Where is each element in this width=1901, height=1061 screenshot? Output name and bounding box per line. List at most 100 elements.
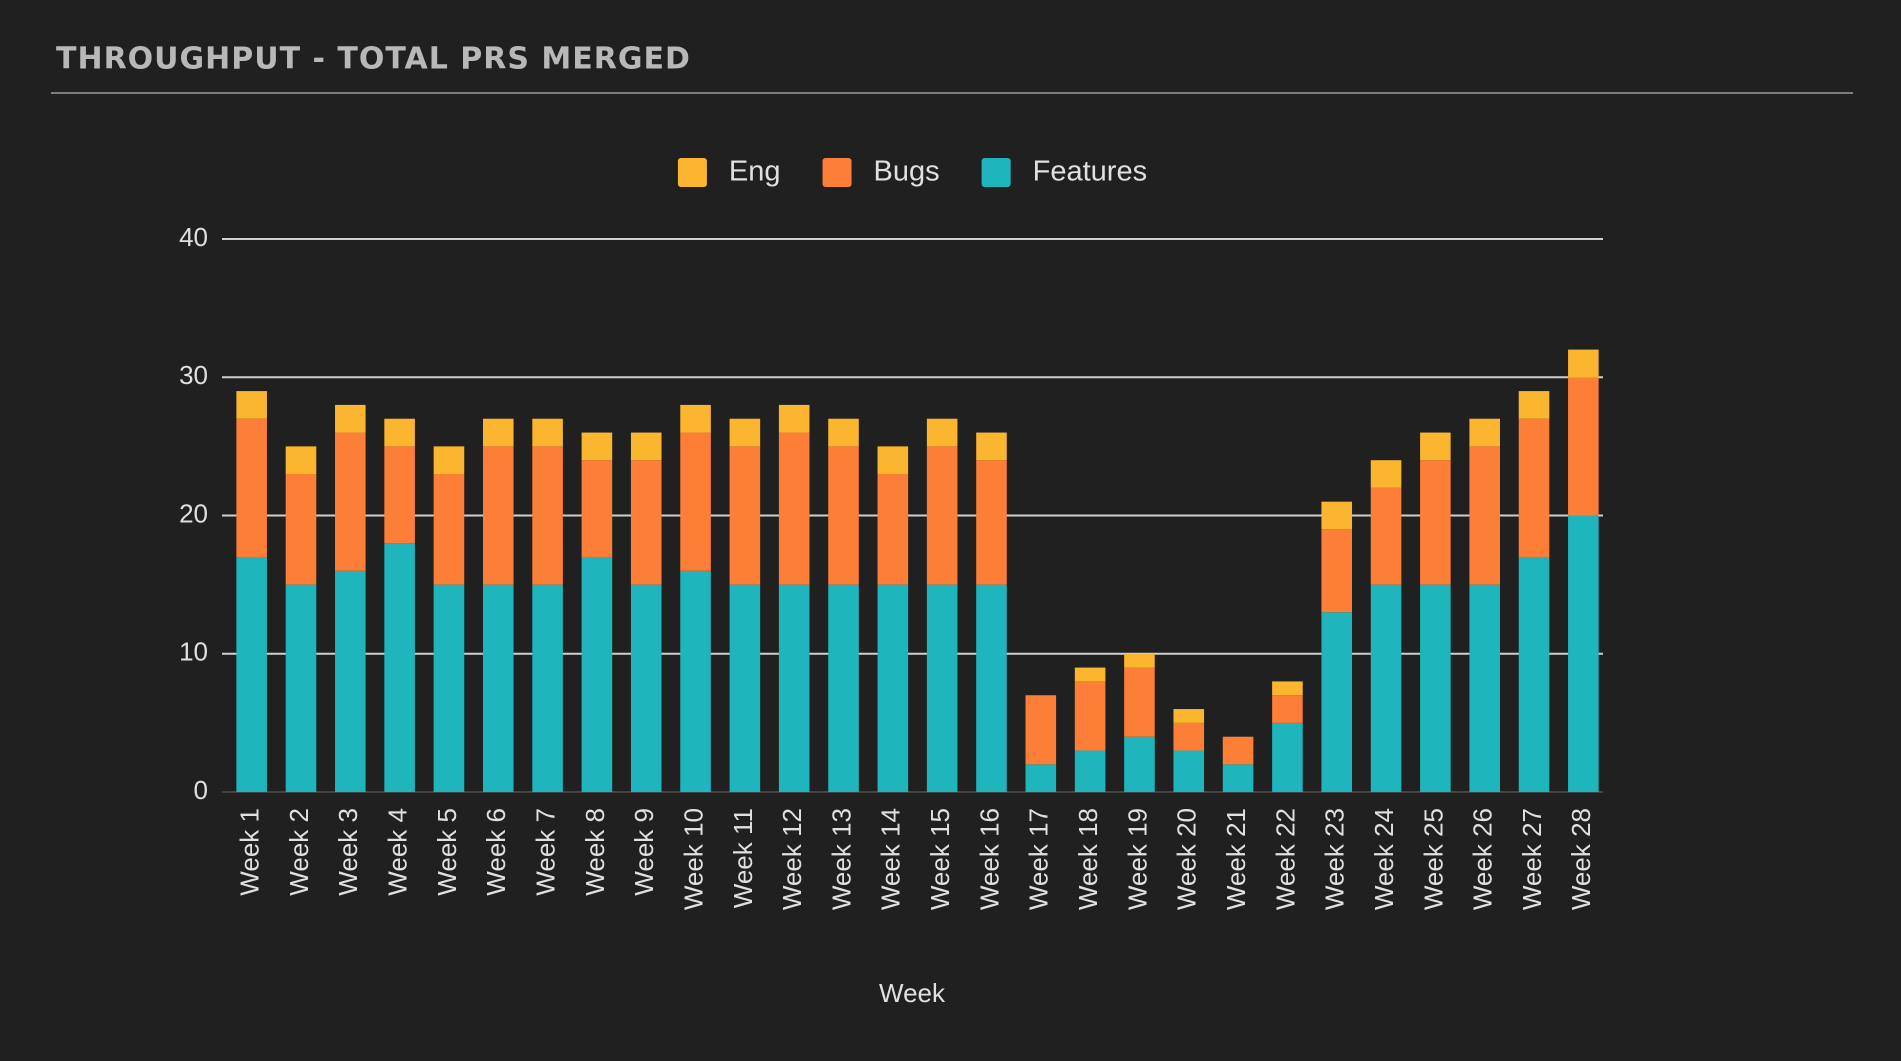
bar-segment: [877, 584, 909, 792]
x-tick-label: Week 5: [432, 808, 462, 896]
bar-segment: [1272, 695, 1303, 723]
x-tick-label: Week 22: [1270, 808, 1300, 910]
legend-swatch: [981, 158, 1011, 187]
bar-segment: [335, 432, 366, 571]
bar-segment: [236, 391, 267, 419]
bar-segment: [482, 446, 514, 585]
bar-segment: [926, 584, 958, 792]
bar-segment: [482, 418, 514, 447]
bar-segment: [1124, 736, 1155, 792]
bar-segment: [433, 584, 465, 792]
bar-segment: [236, 556, 267, 792]
bar-segment: [1321, 529, 1353, 613]
bar-segment: [976, 432, 1007, 461]
bar-segment: [1469, 584, 1500, 792]
bar-segment: [729, 584, 761, 792]
bar-segment: [926, 446, 958, 585]
legend-label: Bugs: [874, 156, 940, 188]
x-tick-label: Week 8: [580, 808, 610, 896]
bar-segment: [236, 418, 267, 557]
bar-segment: [532, 446, 563, 585]
x-tick-label: Week 18: [1073, 808, 1103, 910]
bar-segment: [1173, 709, 1205, 723]
bar-segment: [1074, 750, 1106, 792]
x-tick-label: Week 4: [383, 808, 413, 896]
bar-segment: [828, 446, 859, 585]
x-tick-label: Week 21: [1221, 808, 1251, 910]
y-tick-label: 30: [179, 360, 208, 390]
bar-segment: [1420, 584, 1451, 792]
bar-segment: [1420, 460, 1451, 585]
bar-segment: [581, 460, 613, 557]
bar-segment: [680, 432, 711, 571]
x-tick-label: Week 13: [826, 808, 856, 910]
bar-segment: [1173, 750, 1205, 792]
bar-segment: [1518, 418, 1550, 557]
bar-segment: [433, 446, 465, 475]
bar-segment: [335, 570, 366, 792]
bar-segment: [532, 584, 563, 792]
bar-segment: [877, 474, 909, 585]
bar-segment: [1568, 349, 1599, 378]
bar-segment: [335, 404, 366, 433]
bar-segment: [532, 418, 563, 447]
bar-segment: [482, 584, 514, 792]
bar-segment: [581, 556, 613, 792]
bar-segment: [926, 418, 958, 447]
bar-segment: [1321, 612, 1353, 792]
bar-segment: [384, 446, 415, 544]
bar-segment: [1518, 556, 1550, 792]
legend-label: Eng: [729, 156, 781, 188]
bar-segment: [1025, 764, 1057, 792]
y-tick-label: 0: [194, 775, 208, 805]
bar-segment: [384, 418, 415, 447]
x-tick-label: Week 23: [1320, 808, 1350, 910]
bar-segment: [384, 543, 415, 792]
bar-segment: [1173, 722, 1205, 751]
legend-label: Features: [1033, 156, 1147, 188]
bar-segment: [630, 432, 662, 461]
bar-segment: [1222, 736, 1254, 765]
x-axis-label: Week: [879, 978, 946, 1008]
legend-swatch: [677, 158, 707, 187]
bar-segment: [1469, 418, 1500, 447]
x-tick-label: Week 10: [678, 808, 708, 910]
bar-segment: [1469, 446, 1500, 585]
bar-segment: [285, 446, 317, 475]
bar-segment: [1370, 460, 1402, 488]
bar-segment: [877, 446, 909, 475]
bar-segment: [778, 432, 810, 585]
x-tick-label: Week 11: [728, 808, 758, 908]
bar-segment: [680, 404, 711, 433]
bar-segment: [1124, 653, 1155, 668]
bar-segment: [1370, 584, 1402, 792]
x-tick-label: Week 19: [1122, 808, 1152, 910]
bar-segment: [1568, 377, 1599, 516]
bar-segment: [1420, 432, 1451, 461]
x-tick-label: Week 6: [481, 808, 511, 896]
x-tick-label: Week 16: [974, 808, 1004, 910]
bar-segment: [433, 474, 465, 585]
x-tick-label: Week 17: [1024, 808, 1054, 910]
bar-segment: [285, 584, 317, 792]
bar-segment: [285, 474, 317, 585]
x-tick-label: Week 7: [530, 808, 560, 896]
bar-segment: [778, 584, 810, 792]
bar-segment: [828, 418, 859, 447]
y-tick-label: 20: [179, 498, 208, 528]
legend-swatch: [822, 158, 852, 187]
bar-segment: [976, 460, 1007, 585]
bar-segment: [630, 460, 662, 585]
y-tick-label: 10: [179, 637, 208, 667]
bar-segment: [630, 584, 662, 792]
bar-segment: [1518, 391, 1550, 419]
bar-segment: [976, 584, 1007, 792]
bar-segment: [1025, 695, 1057, 765]
bar-segment: [1370, 487, 1402, 585]
x-tick-label: Week 28: [1566, 808, 1596, 910]
bar-segment: [1074, 667, 1106, 682]
y-tick-label: 40: [179, 222, 208, 252]
bar-segment: [680, 570, 711, 792]
bar-segment: [1272, 722, 1303, 792]
